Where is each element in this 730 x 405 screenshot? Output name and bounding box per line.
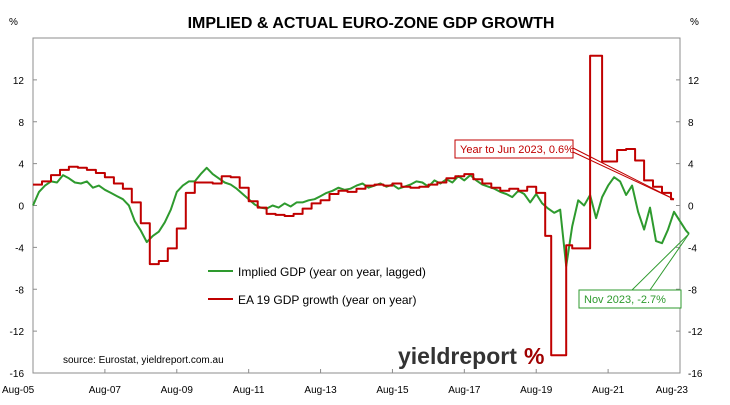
x-tick-label: Aug-23 (656, 385, 689, 396)
annotation-leader (631, 233, 690, 291)
annotation-leader (572, 151, 675, 200)
axes: -16 -16 -12 -12 -8 -8 -4 -4 0 0 4 4 8 8 12 12 Aug-05 Aug-… (2, 76, 703, 396)
series-lines (32, 54, 690, 357)
y-tick-label: 0 (18, 202, 24, 213)
x-tick-label: Aug-05 (2, 385, 35, 396)
y-unit-right: % (690, 17, 699, 28)
x-tick-label: Aug-21 (592, 385, 625, 396)
x-tick-label: Aug-19 (520, 385, 553, 396)
annotation-label: Year to Jun 2023, 0.6% (460, 144, 574, 156)
y-tick-label-right: -16 (688, 369, 703, 380)
x-tick-label: Aug-13 (304, 385, 337, 396)
y-tick-label-right: 4 (688, 160, 694, 171)
y-tick-label: -8 (15, 285, 24, 296)
y-tick-label: 8 (18, 118, 24, 129)
y-tick-label-right: 8 (688, 118, 694, 129)
y-tick-label: -16 (10, 369, 25, 380)
y-tick-label-right: -8 (688, 285, 697, 296)
y-tick-label: 12 (13, 76, 25, 87)
legend: Implied GDP (year on year, lagged) EA 19 … (208, 265, 426, 307)
y-tick-label-right: 12 (688, 76, 700, 87)
x-tick-label: Aug-09 (161, 385, 194, 396)
y-tick-label: -4 (15, 243, 24, 254)
logo-text: yieldreport (398, 343, 517, 369)
source-note: source: Eurostat, yieldreport.com.au (63, 355, 224, 366)
x-tick-label: Aug-15 (376, 385, 409, 396)
logo-percent-symbol: % (524, 343, 544, 369)
series-line-0 (32, 166, 690, 268)
annotation-box (578, 289, 682, 309)
y-tick-label-right: -12 (688, 327, 703, 338)
legend-label: EA 19 GDP growth (year on year) (238, 293, 417, 307)
y-tick-label: -12 (10, 327, 25, 338)
annotations: Year to Jun 2023, 0.6% Nov 2023, -2.7% (454, 139, 690, 309)
annotation-leader (572, 147, 675, 200)
x-tick-label: Aug-11 (233, 385, 265, 396)
annotation-leader (649, 233, 690, 291)
chart-title: IMPLIED & ACTUAL EURO-ZONE GDP GROWTH (188, 15, 555, 32)
annotation-label: Nov 2023, -2.7% (584, 294, 666, 306)
annotation-box (454, 139, 574, 159)
x-tick-label: Aug-07 (89, 385, 122, 396)
y-tick-label: 4 (18, 160, 24, 171)
yieldreport-logo: yieldreport % (398, 343, 544, 369)
y-tick-label-right: -4 (688, 243, 697, 254)
y-unit-left: % (9, 17, 18, 28)
legend-label: Implied GDP (year on year, lagged) (238, 265, 426, 279)
series-line-1 (33, 54, 674, 357)
y-tick-label-right: 0 (688, 202, 694, 213)
x-tick-label: Aug-17 (448, 385, 481, 396)
